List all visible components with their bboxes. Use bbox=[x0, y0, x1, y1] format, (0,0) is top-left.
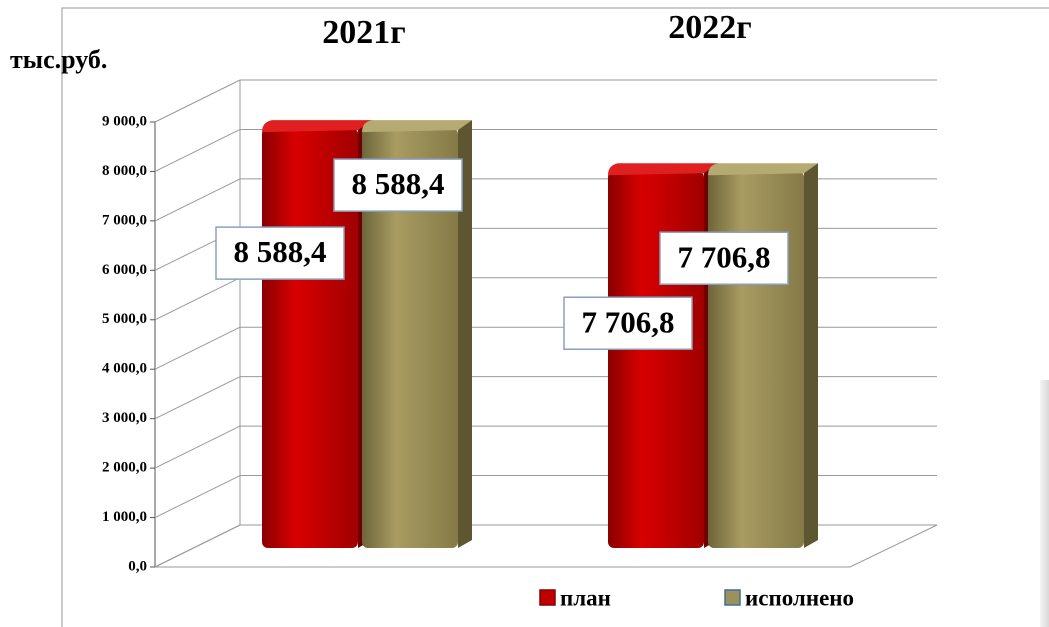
y-tick-label: 5 000,0 bbox=[102, 311, 147, 327]
legend-swatch bbox=[539, 589, 556, 606]
y-tick-label: 2 000,0 bbox=[102, 460, 147, 476]
legend-swatch bbox=[724, 589, 741, 606]
bar-side bbox=[804, 163, 818, 548]
y-tick-label: 7 000,0 bbox=[102, 212, 147, 228]
bar bbox=[608, 171, 704, 548]
bar bbox=[708, 171, 804, 548]
y-tick-label: 1 000,0 bbox=[102, 509, 147, 525]
frame bbox=[61, 7, 1049, 627]
bar-top bbox=[262, 120, 372, 133]
y-axis-label: тыс.руб. bbox=[10, 45, 107, 74]
bar-top bbox=[362, 120, 472, 133]
grid-line-side bbox=[154, 524, 241, 568]
bar-top bbox=[608, 163, 718, 176]
legend-label: исполнено bbox=[745, 585, 854, 610]
bar bbox=[362, 128, 458, 548]
value-label: 7 706,8 bbox=[678, 239, 771, 274]
side-panel bbox=[1040, 380, 1049, 627]
grid-line-side bbox=[154, 128, 241, 172]
value-label-box bbox=[659, 231, 789, 285]
grid-line-side bbox=[154, 79, 241, 123]
bar-group bbox=[362, 120, 472, 548]
y-tick-label: 0,0 bbox=[128, 558, 147, 574]
grid-line-side bbox=[154, 277, 241, 321]
value-label: 7 706,8 bbox=[582, 304, 675, 339]
grid-line-side bbox=[154, 425, 241, 469]
y-tick-label: 6 000,0 bbox=[102, 262, 147, 278]
grid-line-side bbox=[154, 475, 241, 519]
legend-label: план bbox=[560, 585, 611, 610]
bar-top bbox=[708, 163, 818, 176]
y-tick-label: 8 000,0 bbox=[102, 163, 147, 179]
value-label: 8 588,4 bbox=[234, 234, 327, 269]
value-label-box bbox=[563, 296, 693, 350]
y-tick-label: 3 000,0 bbox=[102, 410, 147, 426]
value-label: 8 588,4 bbox=[352, 166, 445, 201]
bar-group bbox=[608, 163, 718, 548]
y-tick-label: 4 000,0 bbox=[102, 361, 147, 377]
grid-line-side bbox=[154, 326, 241, 370]
grid-line-side bbox=[154, 376, 241, 420]
value-label-box bbox=[215, 226, 345, 280]
grid-line-side bbox=[154, 178, 241, 222]
category-label: 2021г bbox=[322, 14, 405, 51]
value-label-box bbox=[333, 158, 463, 212]
bar-side bbox=[458, 120, 472, 548]
bar-group bbox=[708, 163, 818, 548]
y-tick-label: 9 000,0 bbox=[102, 113, 147, 129]
category-label: 2022г bbox=[668, 9, 751, 46]
